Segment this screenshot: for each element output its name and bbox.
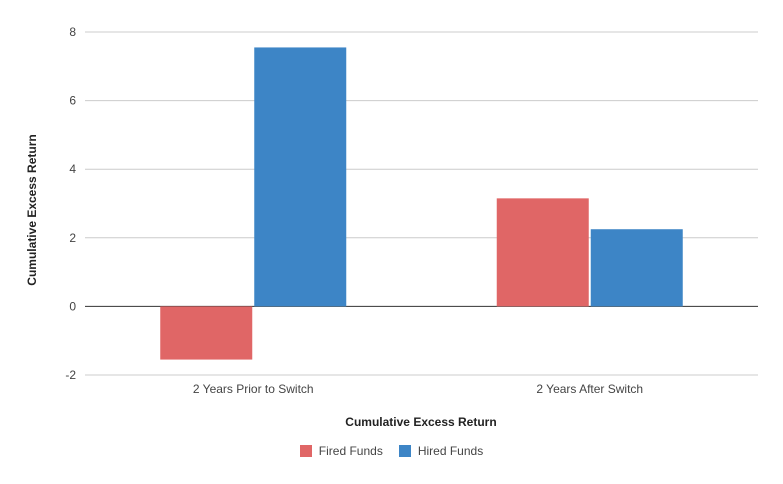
legend-label-hired-funds: Hired Funds (417, 444, 484, 458)
y-tick-label: -2 (65, 368, 76, 382)
x-tick-labels: 2 Years Prior to Switch 2 Years After Swi… (193, 382, 643, 396)
y-tick-label: 0 (69, 299, 76, 313)
bar-fired-funds-1[interactable] (496, 198, 589, 307)
x-tick-label: 2 Years Prior to Switch (193, 382, 314, 396)
bar-hired-funds-0[interactable] (254, 47, 347, 307)
y-tick-labels: -2 0 2 4 6 8 (65, 25, 76, 382)
legend-item-hired-funds[interactable]: Hired Funds (398, 444, 484, 458)
bar-fired-funds-0[interactable] (160, 306, 253, 360)
y-axis-title: Cumulative Excess Return (25, 134, 39, 285)
legend-item-fired-funds[interactable]: Fired Funds (299, 444, 383, 458)
y-tick-label: 8 (69, 25, 76, 39)
y-tick-label: 2 (69, 231, 76, 245)
bar-hired-funds-1[interactable] (590, 229, 683, 307)
x-tick-label: 2 Years After Switch (536, 382, 643, 396)
bars (160, 47, 683, 360)
legend: Fired Funds Hired Funds (0, 444, 783, 458)
y-tick-label: 4 (69, 162, 76, 176)
legend-swatch-fired-funds (299, 445, 312, 457)
legend-label-fired-funds: Fired Funds (318, 444, 383, 458)
x-axis-title: Cumulative Excess Return (345, 415, 496, 429)
y-tick-label: 6 (69, 94, 76, 108)
legend-swatch-hired-funds (398, 445, 411, 457)
